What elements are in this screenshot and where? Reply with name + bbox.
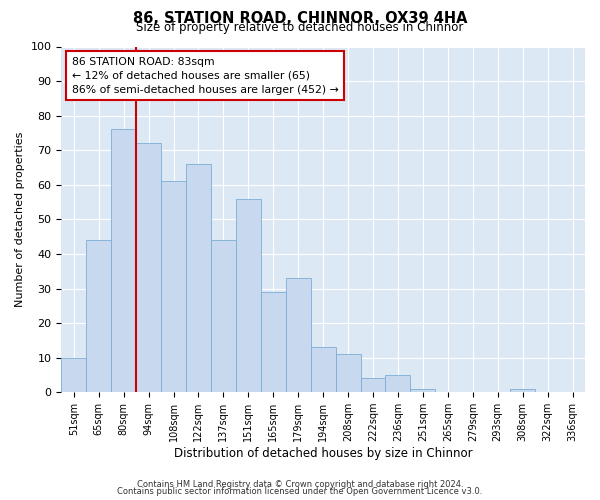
Text: 86, STATION ROAD, CHINNOR, OX39 4HA: 86, STATION ROAD, CHINNOR, OX39 4HA <box>133 11 467 26</box>
X-axis label: Distribution of detached houses by size in Chinnor: Distribution of detached houses by size … <box>174 447 472 460</box>
Bar <box>311 348 335 392</box>
Text: Contains public sector information licensed under the Open Government Licence v3: Contains public sector information licen… <box>118 487 482 496</box>
Bar <box>186 164 211 392</box>
Bar <box>261 292 286 392</box>
Y-axis label: Number of detached properties: Number of detached properties <box>15 132 25 307</box>
Bar <box>211 240 236 392</box>
Bar <box>86 240 111 392</box>
Text: Contains HM Land Registry data © Crown copyright and database right 2024.: Contains HM Land Registry data © Crown c… <box>137 480 463 489</box>
Text: Size of property relative to detached houses in Chinnor: Size of property relative to detached ho… <box>136 21 464 34</box>
Bar <box>510 389 535 392</box>
Bar <box>335 354 361 392</box>
Bar <box>286 278 311 392</box>
Bar <box>161 182 186 392</box>
Bar <box>410 389 436 392</box>
Bar <box>61 358 86 392</box>
Bar <box>361 378 385 392</box>
Bar <box>236 198 261 392</box>
Text: 86 STATION ROAD: 83sqm
← 12% of detached houses are smaller (65)
86% of semi-det: 86 STATION ROAD: 83sqm ← 12% of detached… <box>72 57 338 95</box>
Bar <box>111 130 136 392</box>
Bar <box>136 144 161 392</box>
Bar <box>385 375 410 392</box>
